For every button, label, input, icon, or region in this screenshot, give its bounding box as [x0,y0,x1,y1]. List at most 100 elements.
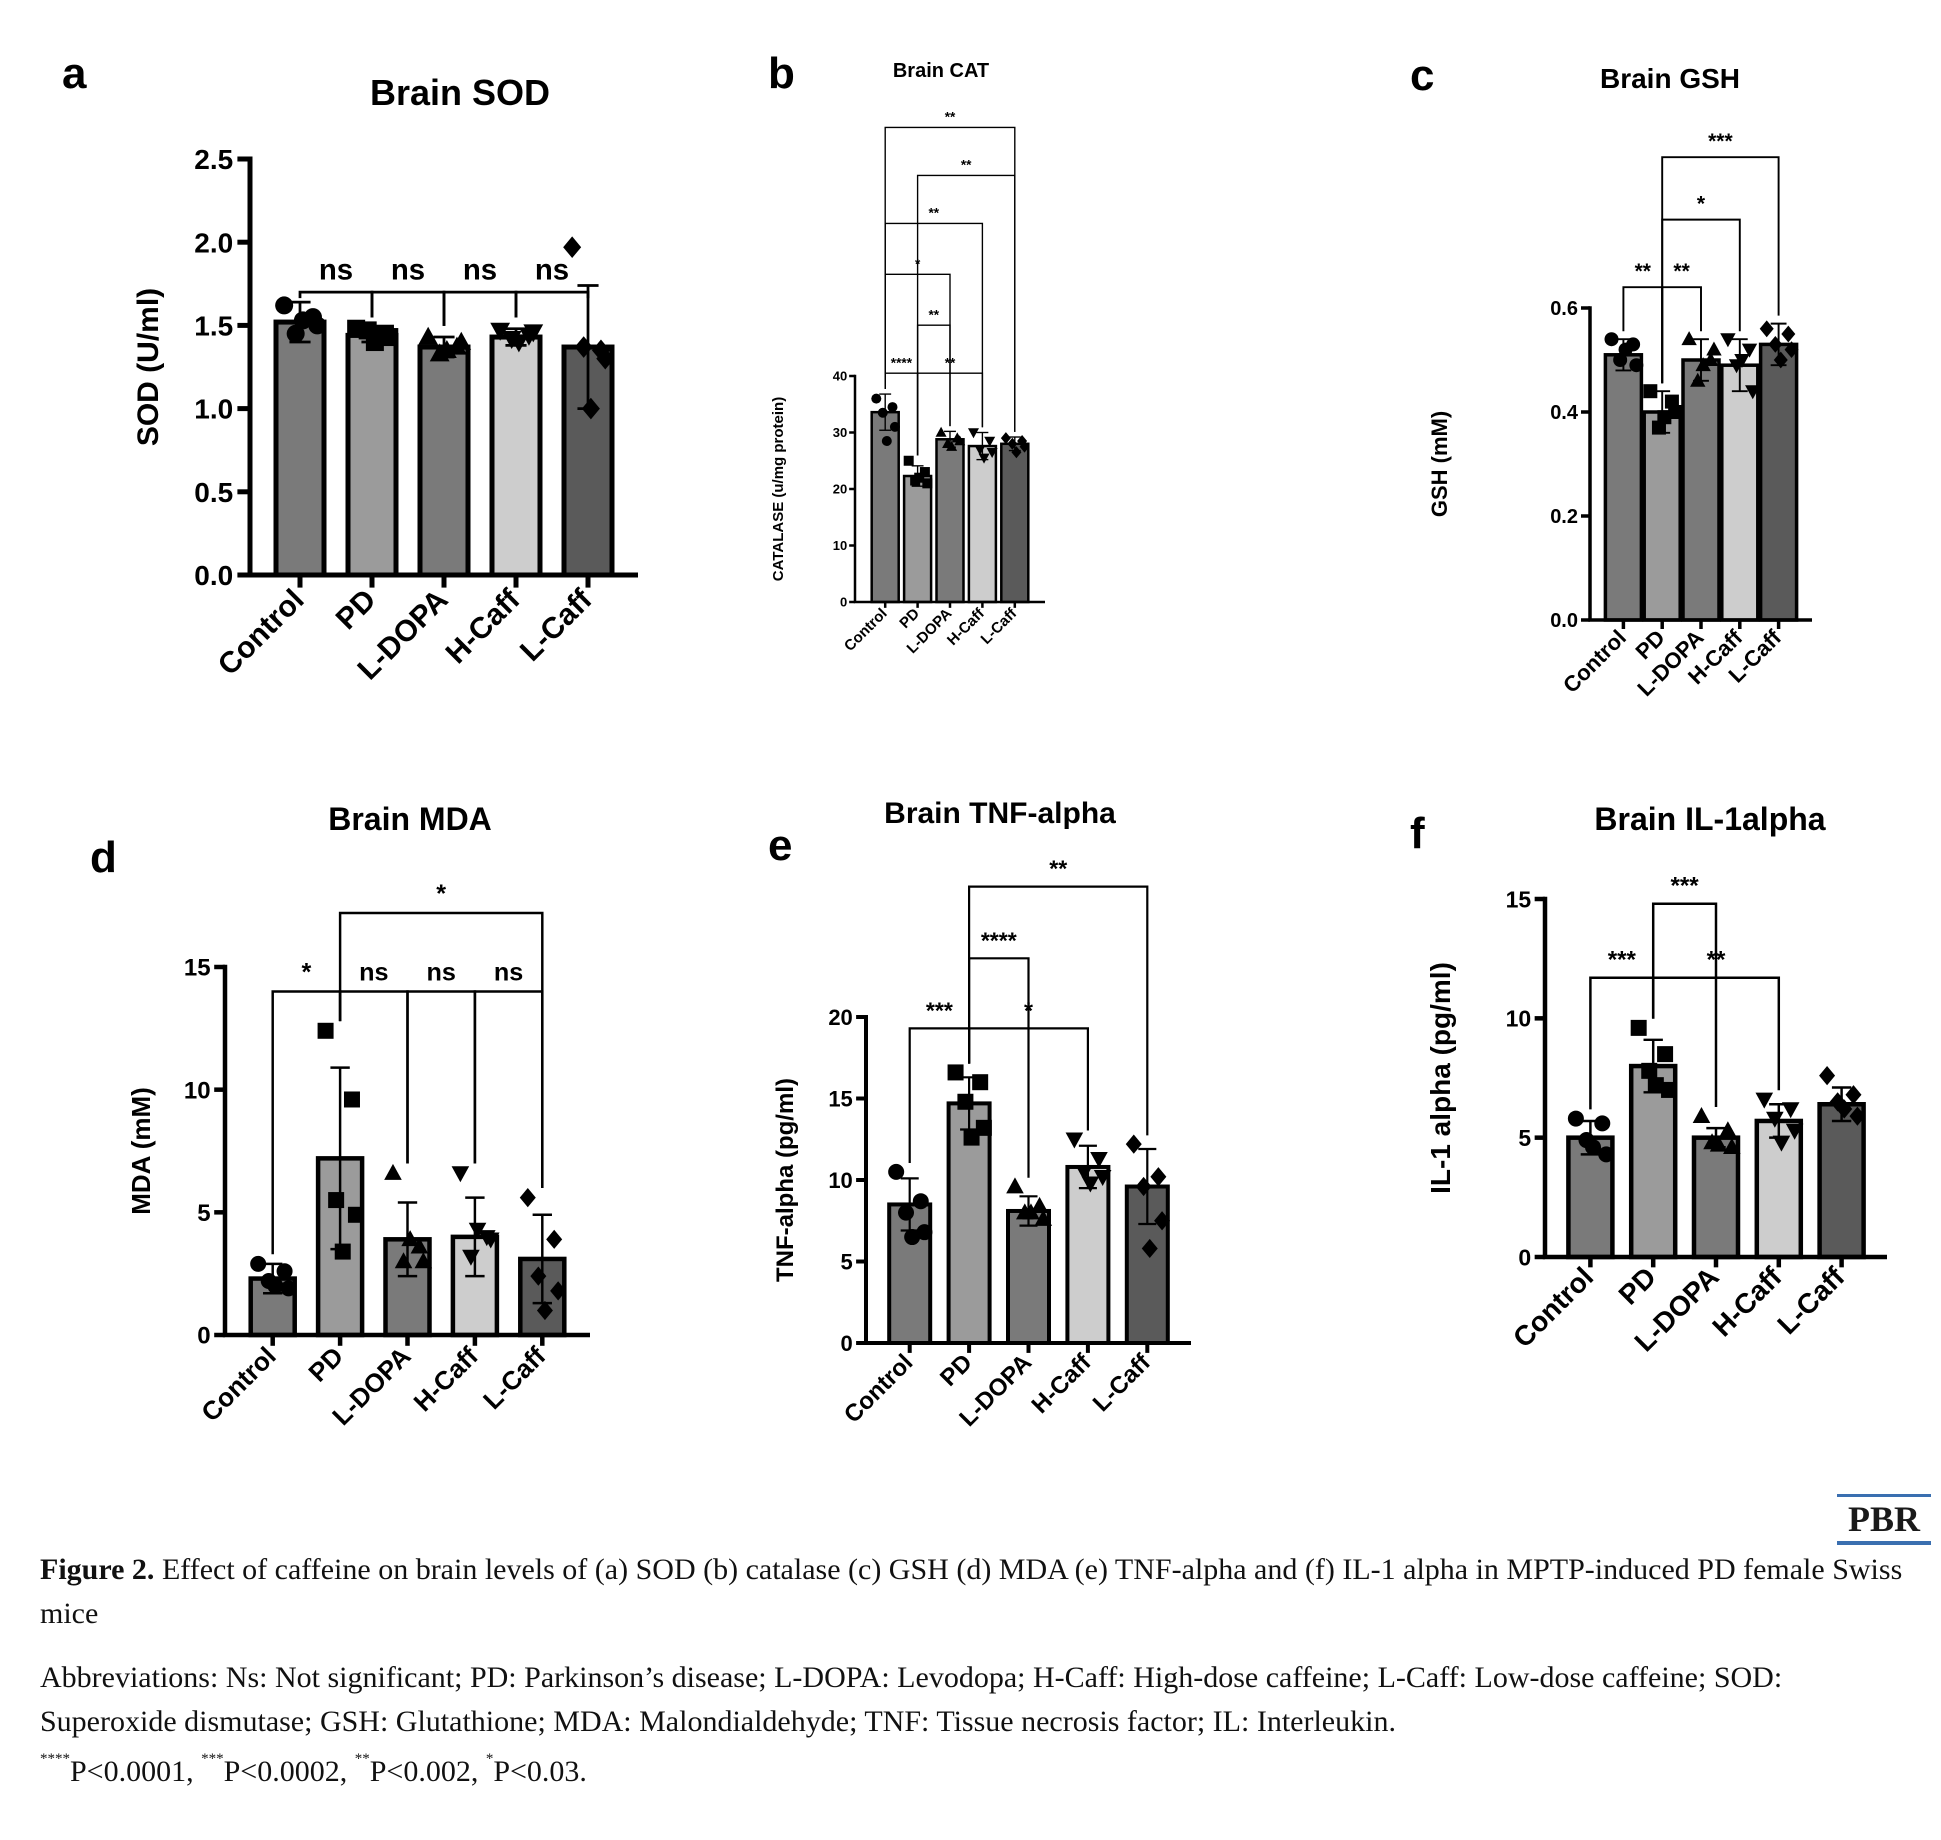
data-point [1030,1196,1049,1213]
y-tick-label: 0.6 [1550,298,1578,320]
figure-caption-text: Effect of caffeine on brain levels of (a… [40,1553,1903,1630]
y-axis-label: IL-1 alpha (pg/ml) [1425,962,1456,1194]
data-point [1141,1238,1158,1259]
chart-title: Brain SOD [370,72,550,113]
significance-bracket [884,126,1016,432]
data-point [250,1255,267,1272]
data-point [418,326,439,345]
p-value-note: ****P<0.0001, ***P<0.0002, **P<0.002, *P… [40,1752,1920,1792]
panel-letter: a [62,49,87,98]
significance-label: ** [928,307,939,322]
bar-l-dopa [935,438,965,604]
bar-control [1603,353,1644,622]
data-point [1741,343,1758,358]
data-point [903,455,914,466]
bar-h-caff [489,334,543,578]
significance-bracket [473,990,544,1189]
y-tick-label: 1.0 [194,394,233,425]
data-point [1819,1066,1836,1086]
category-label: PD [896,605,923,632]
data-point [1784,341,1799,358]
significance-label: *** [926,998,953,1024]
chart-title: Brain MDA [328,801,492,837]
data-point [1630,1019,1647,1036]
bar-l-caff [1758,342,1799,622]
data-point [871,393,882,404]
y-tick-label: 30 [833,425,847,440]
significance-label: ns [494,959,523,987]
figure-caption: Figure 2. Effect of caffeine on brain le… [40,1548,1920,1636]
category-label: H-Caff [944,604,989,649]
data-point [1695,357,1711,372]
significance-bracket [967,885,1149,1136]
data-point [550,1281,567,1301]
significance-label: ns [319,254,353,287]
significance-label: ** [928,206,939,221]
data-point [963,1129,980,1146]
data-point [986,448,998,459]
data-point [1604,332,1619,347]
data-point [481,1232,500,1249]
significance-label: ** [1049,856,1067,882]
data-point [414,1252,433,1269]
pbr-logo: PBR [1837,1494,1931,1545]
data-point [451,1166,470,1183]
data-point [1019,440,1030,453]
data-point [957,1093,974,1110]
y-axis-label: MDA (mM) [126,1087,156,1215]
data-point [275,296,294,315]
data-point [334,1243,351,1260]
data-point [1090,1152,1108,1169]
y-tick-label: 20 [828,1005,852,1030]
category-label: L-Caff [477,1341,552,1416]
data-point [1125,1134,1142,1154]
data-point [1703,351,1719,366]
category-label: PD [330,583,383,636]
y-tick-label: 0.0 [1550,610,1578,632]
category-label: L-Caff [1771,1261,1851,1341]
significance-bracket [338,911,544,1189]
data-point [523,324,544,343]
data-point [384,1163,402,1180]
y-tick-label: 5 [197,1200,210,1227]
significance-label: * [301,959,311,987]
category-label: PD [302,1341,349,1388]
significance-label: *** [1708,130,1733,153]
bar-h-caff [1065,1164,1111,1345]
chart-title: Brain CAT [893,60,989,82]
data-point [1006,1177,1024,1194]
significance-label: *** [1671,872,1700,899]
data-point [898,1204,915,1221]
data-point [947,1064,964,1081]
data-point [1781,325,1796,343]
data-point [914,472,925,483]
bar-control [273,319,327,578]
p-value-item: *P<0.03. [485,1751,587,1789]
data-point [912,1193,929,1210]
y-tick-label: 0 [840,595,847,610]
significance-label: **** [981,927,1017,953]
data-point [935,426,947,437]
data-point [1643,384,1658,399]
data-point [1745,385,1761,400]
significance-label: ns [391,254,425,287]
significance-label: ns [359,959,388,987]
data-point [1594,1115,1611,1132]
category-label: L-Caff [1088,1348,1157,1417]
y-tick-label: 5 [1518,1125,1531,1151]
data-point [1755,1092,1774,1109]
y-axis-label: GSH (mM) [1427,411,1452,517]
significance-bracket [338,990,409,1164]
significance-bracket [406,990,477,1164]
data-point [1661,1081,1678,1098]
data-point [1135,1176,1152,1197]
data-point [536,1300,553,1321]
data-point [975,1119,992,1136]
data-point [1647,1077,1664,1094]
data-point [1668,405,1683,419]
data-point [1690,372,1706,387]
data-point [1065,1132,1084,1149]
y-axis-label: TNF-alpha (pg/ml) [772,1078,799,1282]
